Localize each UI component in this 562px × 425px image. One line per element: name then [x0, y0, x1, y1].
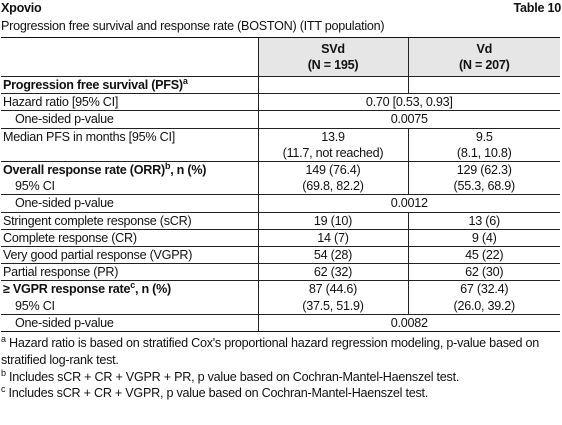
- footnote-mark: b: [164, 160, 171, 171]
- value-cell: 62 (30): [407, 263, 560, 281]
- label-suffix: , n (%): [134, 282, 171, 297]
- table-row: 95% CI (37.5, 51.9) (26.0, 39.2): [1, 297, 560, 315]
- table-row: ≥ VGPR response ratec, n (%) 87 (44.6) 67 …: [1, 280, 560, 298]
- merged-cell: 0.0082: [257, 313, 560, 333]
- column-header: Vd (N = 207): [407, 37, 560, 77]
- value-cell: 14 (7): [257, 228, 408, 247]
- footnote-mark: a: [1, 333, 6, 344]
- row-label: Partial response (PR): [1, 263, 258, 281]
- value-cell: 13.9: [257, 127, 408, 145]
- table-row: Progression free survival (PFS)a: [1, 75, 560, 94]
- column-header: SVd (N = 195): [257, 37, 408, 77]
- table-row: One-sided p-value 0.0075: [1, 110, 560, 129]
- label-text: 95% CI: [15, 179, 55, 194]
- footnote-mark: c: [1, 384, 6, 395]
- header-row: SVd (N = 195) Vd (N = 207): [1, 37, 560, 77]
- row-label: One-sided p-value: [1, 110, 258, 129]
- subtitle: Progression free survival and response r…: [1, 19, 385, 33]
- label-text: ≥ VGPR response rate: [3, 282, 131, 297]
- header: Xpovio Table 10: [1, 0, 561, 17]
- row-label: ≥ VGPR response ratec, n (%): [1, 280, 258, 298]
- value-cell: 149 (76.4): [257, 161, 408, 179]
- label-text: Partial response (PR): [3, 265, 119, 280]
- row-label: Hazard ratio [95% CI]: [1, 93, 258, 111]
- footnote-text: Includes sCR + CR + VGPR + PR, p value b…: [9, 369, 460, 384]
- row-label: One-sided p-value: [1, 194, 258, 213]
- row-label: Stringent complete response (sCR): [1, 211, 258, 230]
- value-cell: 67 (32.4): [407, 280, 560, 298]
- footnote: c Includes sCR + CR + VGPR, p value base…: [1, 385, 561, 402]
- merged-cell: 0.70 [0.53, 0.93]: [257, 93, 560, 111]
- label-text: Median PFS in months [95% CI]: [3, 129, 175, 144]
- footnote-mark: b: [1, 367, 6, 378]
- label-text: Stringent complete response (sCR): [3, 213, 192, 228]
- row-label: 95% CI: [1, 178, 258, 195]
- label-text: 95% CI: [15, 298, 55, 313]
- label-text: Hazard ratio [95% CI]: [3, 95, 119, 110]
- label-text: One-sided p-value: [15, 112, 114, 127]
- row-label: 95% CI: [1, 298, 258, 315]
- value-cell: (55.3, 68.9): [407, 178, 560, 195]
- row-label: [1, 145, 258, 162]
- table-row: Partial response (PR) 62 (32) 62 (30): [1, 263, 560, 281]
- data-table: SVd (N = 195) Vd (N = 207) Progression free …: [1, 37, 560, 333]
- value-cell: (8.1, 10.8): [407, 144, 560, 162]
- table-row: Overall response rate (ORR)b, n (%) 149 (…: [1, 160, 560, 179]
- label-text: Progression free survival (PFS): [3, 78, 183, 92]
- label-text: Very good partial response (VGPR): [3, 248, 193, 263]
- row-label: Very good partial response (VGPR): [1, 246, 258, 264]
- footnote-text: Includes sCR + CR + VGPR, p value based …: [8, 386, 429, 401]
- row-label: One-sided p-value: [1, 313, 258, 333]
- label-suffix: , n (%): [170, 163, 207, 178]
- column-n: (N = 207): [458, 58, 510, 72]
- value-cell: (26.0, 39.2): [407, 297, 560, 315]
- corner-cell: [1, 37, 258, 77]
- value-cell: 19 (10): [257, 211, 408, 230]
- table-row: One-sided p-value 0.0082: [1, 313, 560, 333]
- value-cell: 129 (62.3): [407, 161, 560, 179]
- column-name: Vd: [476, 42, 493, 56]
- table-row: 95% CI (69.8, 82.2) (55.3, 68.9): [1, 178, 560, 195]
- column-n: (N = 195): [307, 58, 359, 72]
- table-row: Complete response (CR) 14 (7) 9 (4): [1, 228, 560, 247]
- table-row: Very good partial response (VGPR) 54 (28)…: [1, 246, 560, 264]
- column-name: SVd: [321, 42, 345, 56]
- footnote: b Includes sCR + CR + VGPR + PR, p value…: [1, 367, 561, 386]
- table-row: Hazard ratio [95% CI] 0.70 [0.53, 0.93]: [1, 93, 560, 111]
- merged-cell: 0.0075: [257, 110, 560, 129]
- value-cell: (37.5, 51.9): [257, 297, 408, 315]
- value-cell: (69.8, 82.2): [257, 178, 408, 195]
- label-text: Overall response rate (ORR): [3, 163, 165, 178]
- value-cell: 9 (4): [407, 228, 560, 247]
- table-label: Table 10: [513, 1, 562, 15]
- label-text: One-sided p-value: [15, 196, 114, 211]
- title: Xpovio: [1, 1, 42, 15]
- table-row: Stringent complete response (sCR) 19 (10)…: [1, 211, 560, 230]
- empty-cell: [407, 75, 560, 94]
- row-label: Overall response rate (ORR)b, n (%): [1, 160, 258, 179]
- value-cell: 87 (44.6): [257, 280, 408, 298]
- table-row: One-sided p-value 0.0012: [1, 194, 560, 213]
- value-cell: (11.7, not reached): [257, 144, 408, 162]
- merged-cell: 0.0012: [257, 194, 560, 213]
- value-cell: 13 (6): [407, 211, 560, 230]
- row-label: Progression free survival (PFS)a: [1, 75, 258, 94]
- footnote: a Hazard ratio is based on stratified Co…: [1, 333, 561, 369]
- value-cell: 62 (32): [257, 263, 408, 281]
- footnotes: a Hazard ratio is based on stratified Co…: [1, 333, 561, 402]
- value-cell: 9.5: [407, 127, 560, 145]
- footnote-mark: c: [130, 280, 135, 291]
- footnote-text: Hazard ratio is based on stratified Cox'…: [1, 336, 540, 367]
- footnote-mark: a: [182, 75, 188, 86]
- value-cell: 45 (22): [407, 246, 560, 264]
- empty-cell: [257, 75, 408, 94]
- label-text: One-sided p-value: [15, 315, 114, 330]
- table-row: Median PFS in months [95% CI] 13.9 9.5: [1, 127, 560, 145]
- label-text: Complete response (CR): [3, 230, 137, 245]
- table-row: (11.7, not reached) (8.1, 10.8): [1, 144, 560, 162]
- row-label: Complete response (CR): [1, 228, 258, 247]
- value-cell: 54 (28): [257, 246, 408, 264]
- row-label: Median PFS in months [95% CI]: [1, 127, 258, 145]
